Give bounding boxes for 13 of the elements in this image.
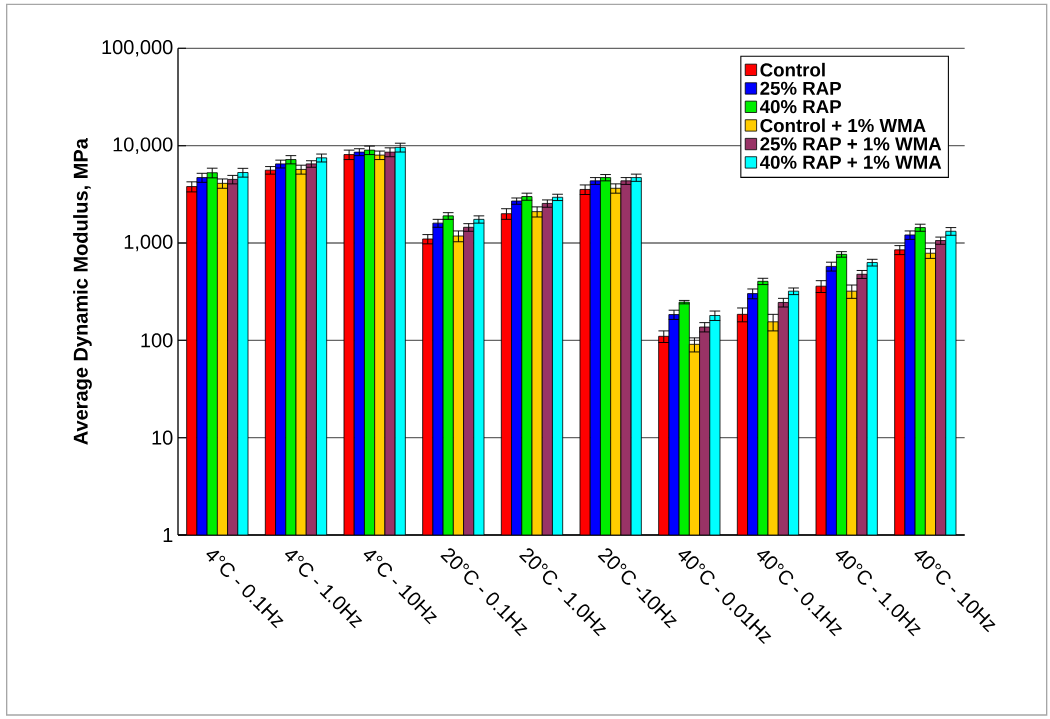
y-tick-label: 10,000 [113, 137, 173, 154]
legend-label: 25% RAP [760, 81, 841, 95]
legend-label: 40% RAP [759, 100, 841, 114]
legend-label: 25% RAP + 1% WMA [760, 137, 942, 151]
y-tick-label: 100,000 [102, 40, 173, 57]
y-tick-label: 1 [163, 528, 173, 542]
y-tick-label: 10 [152, 430, 173, 445]
legend-label: Control [760, 62, 825, 77]
legend-label: Control + 1% WMA [760, 118, 926, 133]
legend-label: 40% RAP + 1% WMA [759, 155, 942, 169]
y-axis-title: Average Dynamic Modulus, MPa [73, 138, 92, 445]
y-tick-label: 1,000 [124, 234, 173, 252]
y-tick-label: 100 [141, 333, 173, 348]
